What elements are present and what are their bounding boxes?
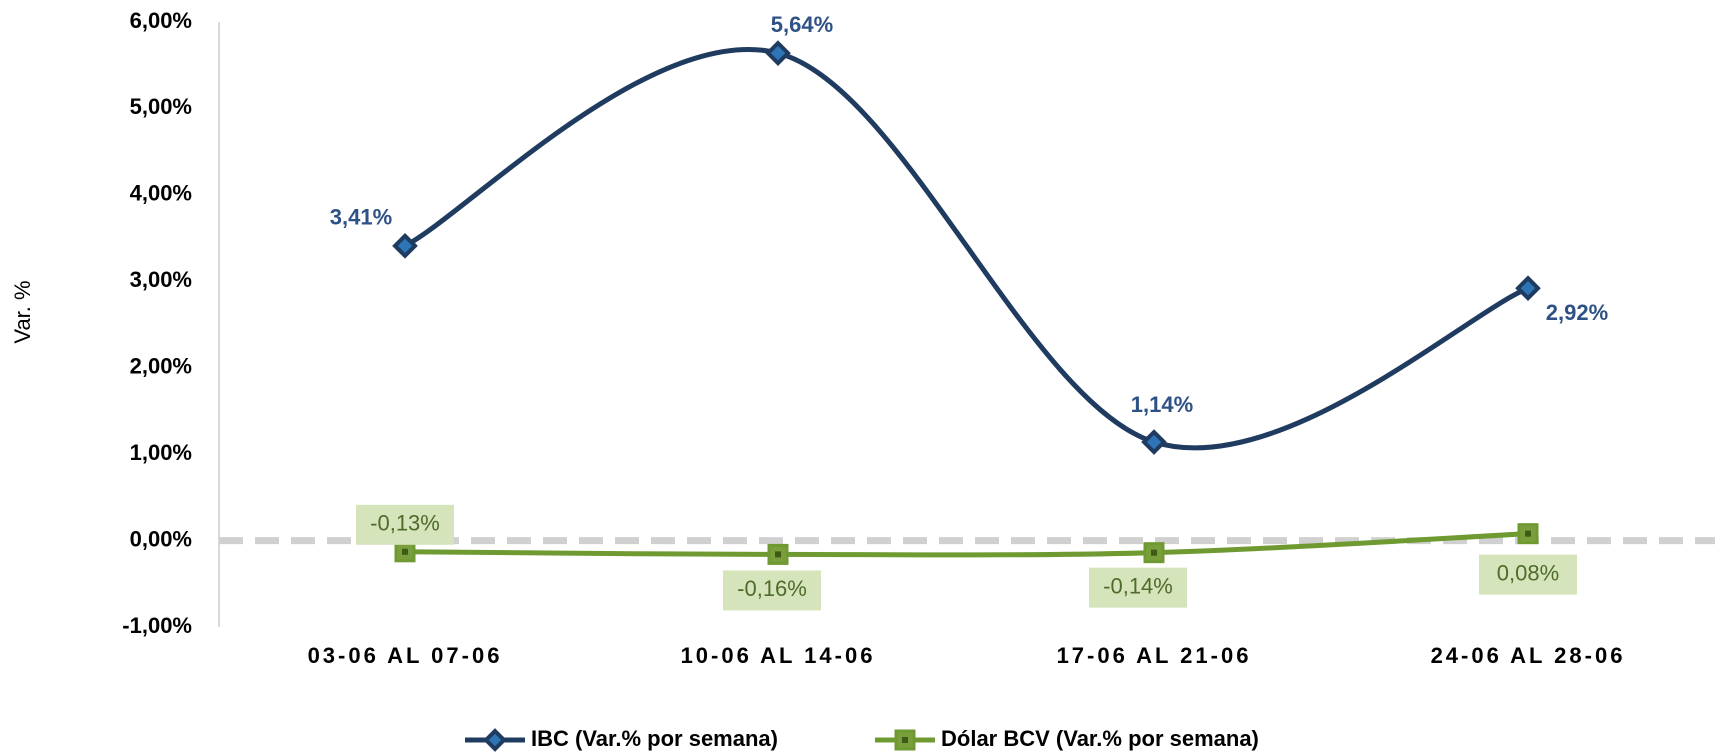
legend-shape [483,728,507,752]
marker-center [1151,549,1157,556]
marker [765,40,791,66]
x-tick-label: 03-06 AL 07-06 [308,643,503,668]
legend-label: IBC (Var.% por semana) [531,726,778,751]
legend-center [902,737,908,743]
marker [1141,429,1167,455]
data-label: 2,92% [1546,300,1608,325]
series-line [403,47,1529,451]
y-axis-title: Var. % [10,280,35,343]
marker [1517,523,1539,545]
data-label: -0,16% [737,576,807,601]
data-label: 3,41% [330,205,392,230]
data-label: -0,13% [370,511,440,536]
y-tick-label: 5,00% [130,94,192,119]
marker-center [1525,530,1531,537]
y-tick-label: 2,00% [130,354,192,379]
data-label-box [1479,554,1577,595]
legend-label: Dólar BCV (Var.% por semana) [941,726,1259,751]
y-tick-label: -1,00% [122,613,192,638]
marker [394,541,416,563]
marker-shape [1141,429,1167,455]
marker-center [402,548,408,555]
legend-marker [894,729,916,751]
data-label: 0,08% [1497,560,1559,585]
legend-marker [483,728,507,752]
y-tick-label: 6,00% [130,8,192,33]
y-tick-label: 1,00% [130,440,192,465]
data-label: 5,64% [771,12,833,37]
marker-shape [1515,275,1541,302]
marker-center [775,551,781,558]
data-label: -0,14% [1103,573,1173,598]
marker [1143,542,1165,564]
marker [767,543,789,565]
marker-shape [392,233,418,259]
data-label-box [723,570,821,611]
x-tick-label: 24-06 AL 28-06 [1431,643,1626,668]
series-line [404,531,1529,558]
data-label-box [356,504,454,545]
data-label-box [1089,567,1187,608]
x-tick-label: 10-06 AL 14-06 [681,643,876,668]
x-tick-label: 17-06 AL 21-06 [1057,643,1252,668]
y-tick-label: 4,00% [130,181,192,206]
y-tick-label: 0,00% [130,526,192,551]
marker [1515,275,1541,302]
data-label: 1,14% [1131,392,1193,417]
marker-shape [765,40,791,66]
y-tick-label: 3,00% [130,267,192,292]
marker [392,233,418,259]
